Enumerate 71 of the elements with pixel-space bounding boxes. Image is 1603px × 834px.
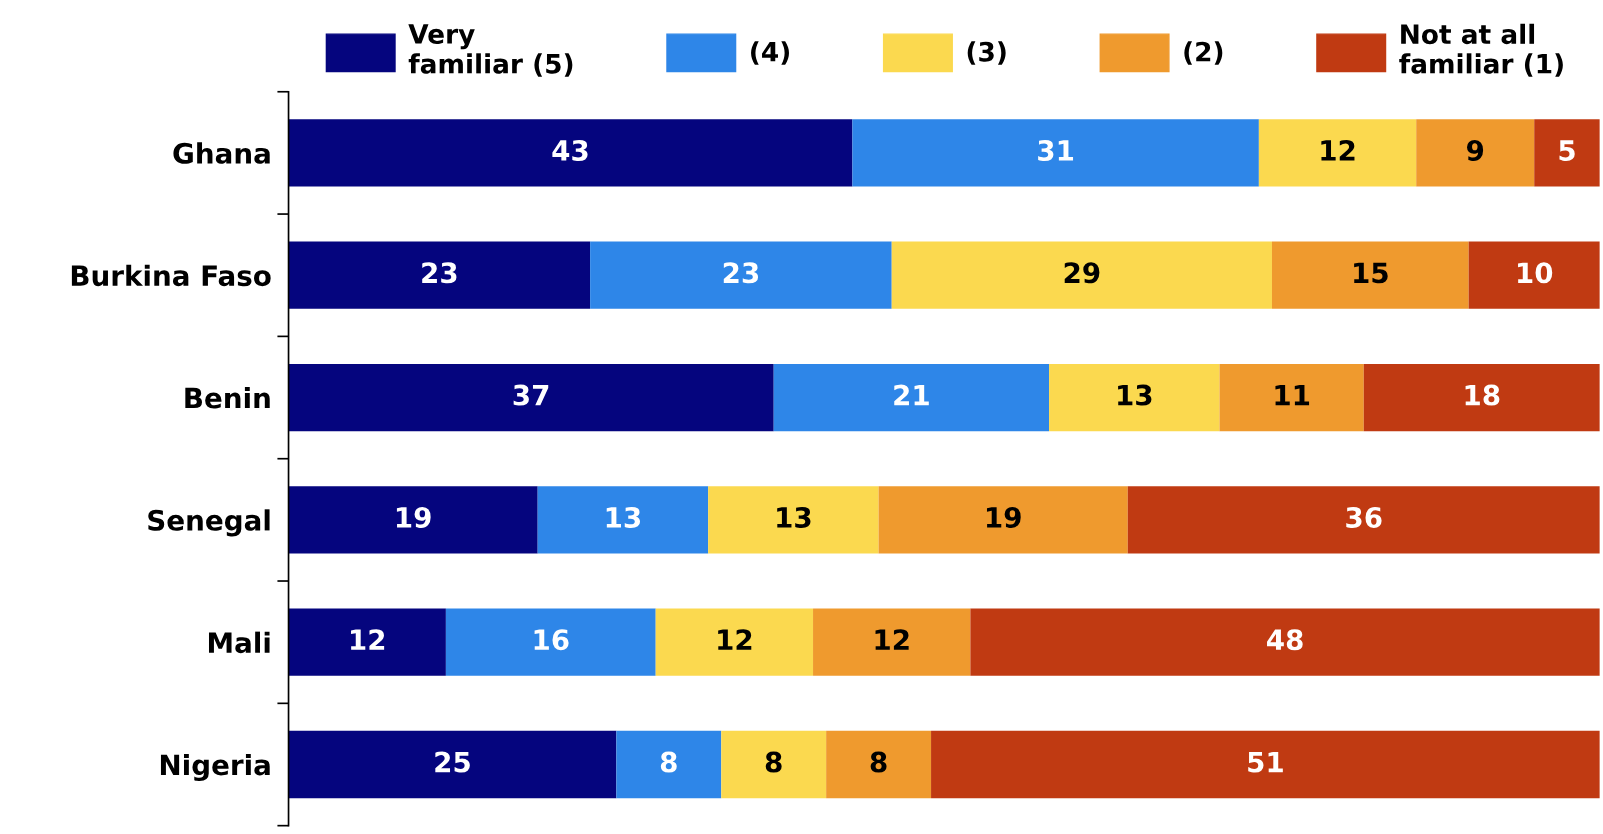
bar (721, 730, 827, 799)
data-label: 19 (396, 506, 431, 528)
data-label: 18 (1465, 384, 1500, 406)
bar (1534, 119, 1600, 187)
bar (288, 241, 591, 309)
data-label: 11 (1275, 384, 1310, 406)
y-tick-label: Senegal (148, 509, 270, 537)
bar (931, 730, 1600, 799)
bar (1258, 119, 1417, 187)
legend-label: Very familiar (5) (408, 24, 573, 77)
data-label: 13 (606, 506, 641, 528)
bar (1219, 363, 1364, 432)
bar (773, 363, 1050, 432)
bar (288, 486, 538, 554)
bar (616, 730, 722, 799)
data-label: 8 (870, 751, 887, 773)
bar (1363, 363, 1600, 432)
data-label: 9 (1467, 139, 1484, 161)
data-label: 8 (660, 751, 677, 773)
y-tick-label: Ghana (173, 142, 270, 164)
data-label: 31 (1038, 139, 1074, 161)
bar (590, 241, 892, 309)
bar (708, 486, 879, 554)
data-label: 13 (777, 506, 811, 528)
data-label: 37 (513, 384, 549, 406)
data-label: 10 (1518, 262, 1553, 284)
data-label: 43 (552, 139, 588, 161)
data-label: 48 (1267, 629, 1303, 651)
data-label: 5 (1559, 140, 1575, 161)
bar (288, 730, 617, 799)
bar (878, 486, 1128, 554)
data-label: 12 (1321, 139, 1355, 161)
legend-label: (4) (751, 41, 789, 65)
data-label: 25 (435, 751, 470, 773)
y-tick-label: Burkina Faso (71, 264, 271, 287)
legend-label: (2) (1184, 41, 1223, 65)
bar (1416, 119, 1535, 187)
data-label: 21 (894, 384, 929, 406)
bar (1271, 241, 1469, 309)
y-tick-label: Benin (185, 386, 270, 409)
legend-label: (3) (967, 41, 1006, 65)
bar (1049, 363, 1220, 432)
bar (891, 241, 1272, 309)
bar (813, 608, 971, 676)
data-label: 23 (422, 262, 457, 284)
bar (1127, 486, 1600, 554)
bar (288, 119, 853, 187)
bar (1468, 241, 1600, 309)
data-label: 15 (1354, 262, 1388, 284)
bar (655, 608, 814, 676)
data-label: 19 (986, 506, 1021, 528)
legend-label: Not at all familiar (1) (1399, 23, 1563, 77)
y-tick-label: Mali (208, 631, 270, 654)
bar (970, 608, 1600, 676)
data-label: 12 (718, 629, 752, 650)
data-label: 13 (1118, 384, 1152, 406)
data-label: 23 (723, 262, 759, 284)
bar (288, 608, 446, 676)
y-tick-label: Nigeria (160, 753, 270, 782)
data-label: 12 (351, 629, 385, 650)
bar (445, 608, 656, 676)
data-label: 29 (1064, 262, 1100, 284)
data-label: 16 (534, 629, 569, 651)
data-label: 36 (1346, 506, 1382, 528)
bar (826, 730, 932, 799)
bar (537, 486, 709, 554)
data-label: 8 (765, 751, 782, 773)
bar (852, 119, 1259, 187)
data-label: 51 (1248, 751, 1283, 773)
data-label: 12 (875, 629, 909, 650)
bar (288, 363, 774, 432)
